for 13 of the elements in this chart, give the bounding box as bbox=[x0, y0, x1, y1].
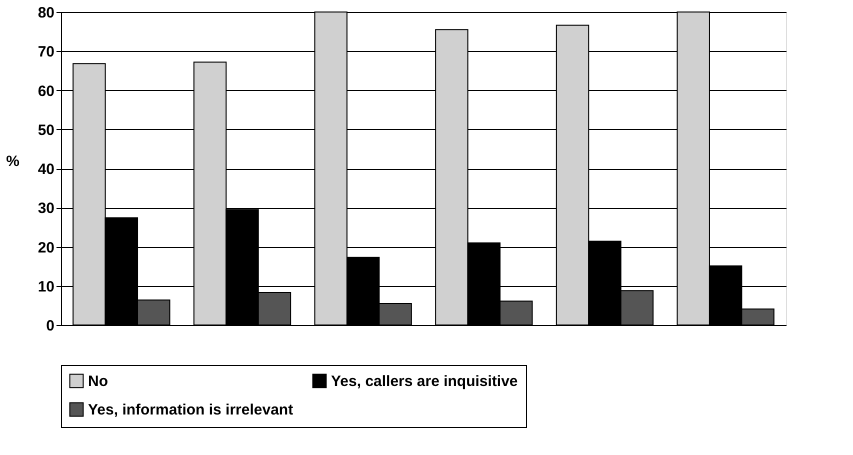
y-tick-label: 0 bbox=[46, 318, 54, 334]
legend-label: No bbox=[88, 372, 108, 390]
y-tick-label: 20 bbox=[38, 239, 54, 256]
y-tick-label: 70 bbox=[38, 44, 54, 61]
y-tick-label: 40 bbox=[38, 161, 54, 178]
y-tick-label: 60 bbox=[38, 82, 54, 100]
y-tick-label: 30 bbox=[38, 200, 54, 218]
y-tick-label: 50 bbox=[38, 122, 54, 139]
legend-label: Yes, callers are inquisitive bbox=[331, 372, 518, 390]
y-tick-label: 10 bbox=[38, 278, 54, 296]
y-tick-label: 80 bbox=[38, 4, 54, 22]
legend-label: Yes, information is irrelevant bbox=[88, 402, 294, 418]
y-axis-title: % bbox=[6, 153, 20, 170]
